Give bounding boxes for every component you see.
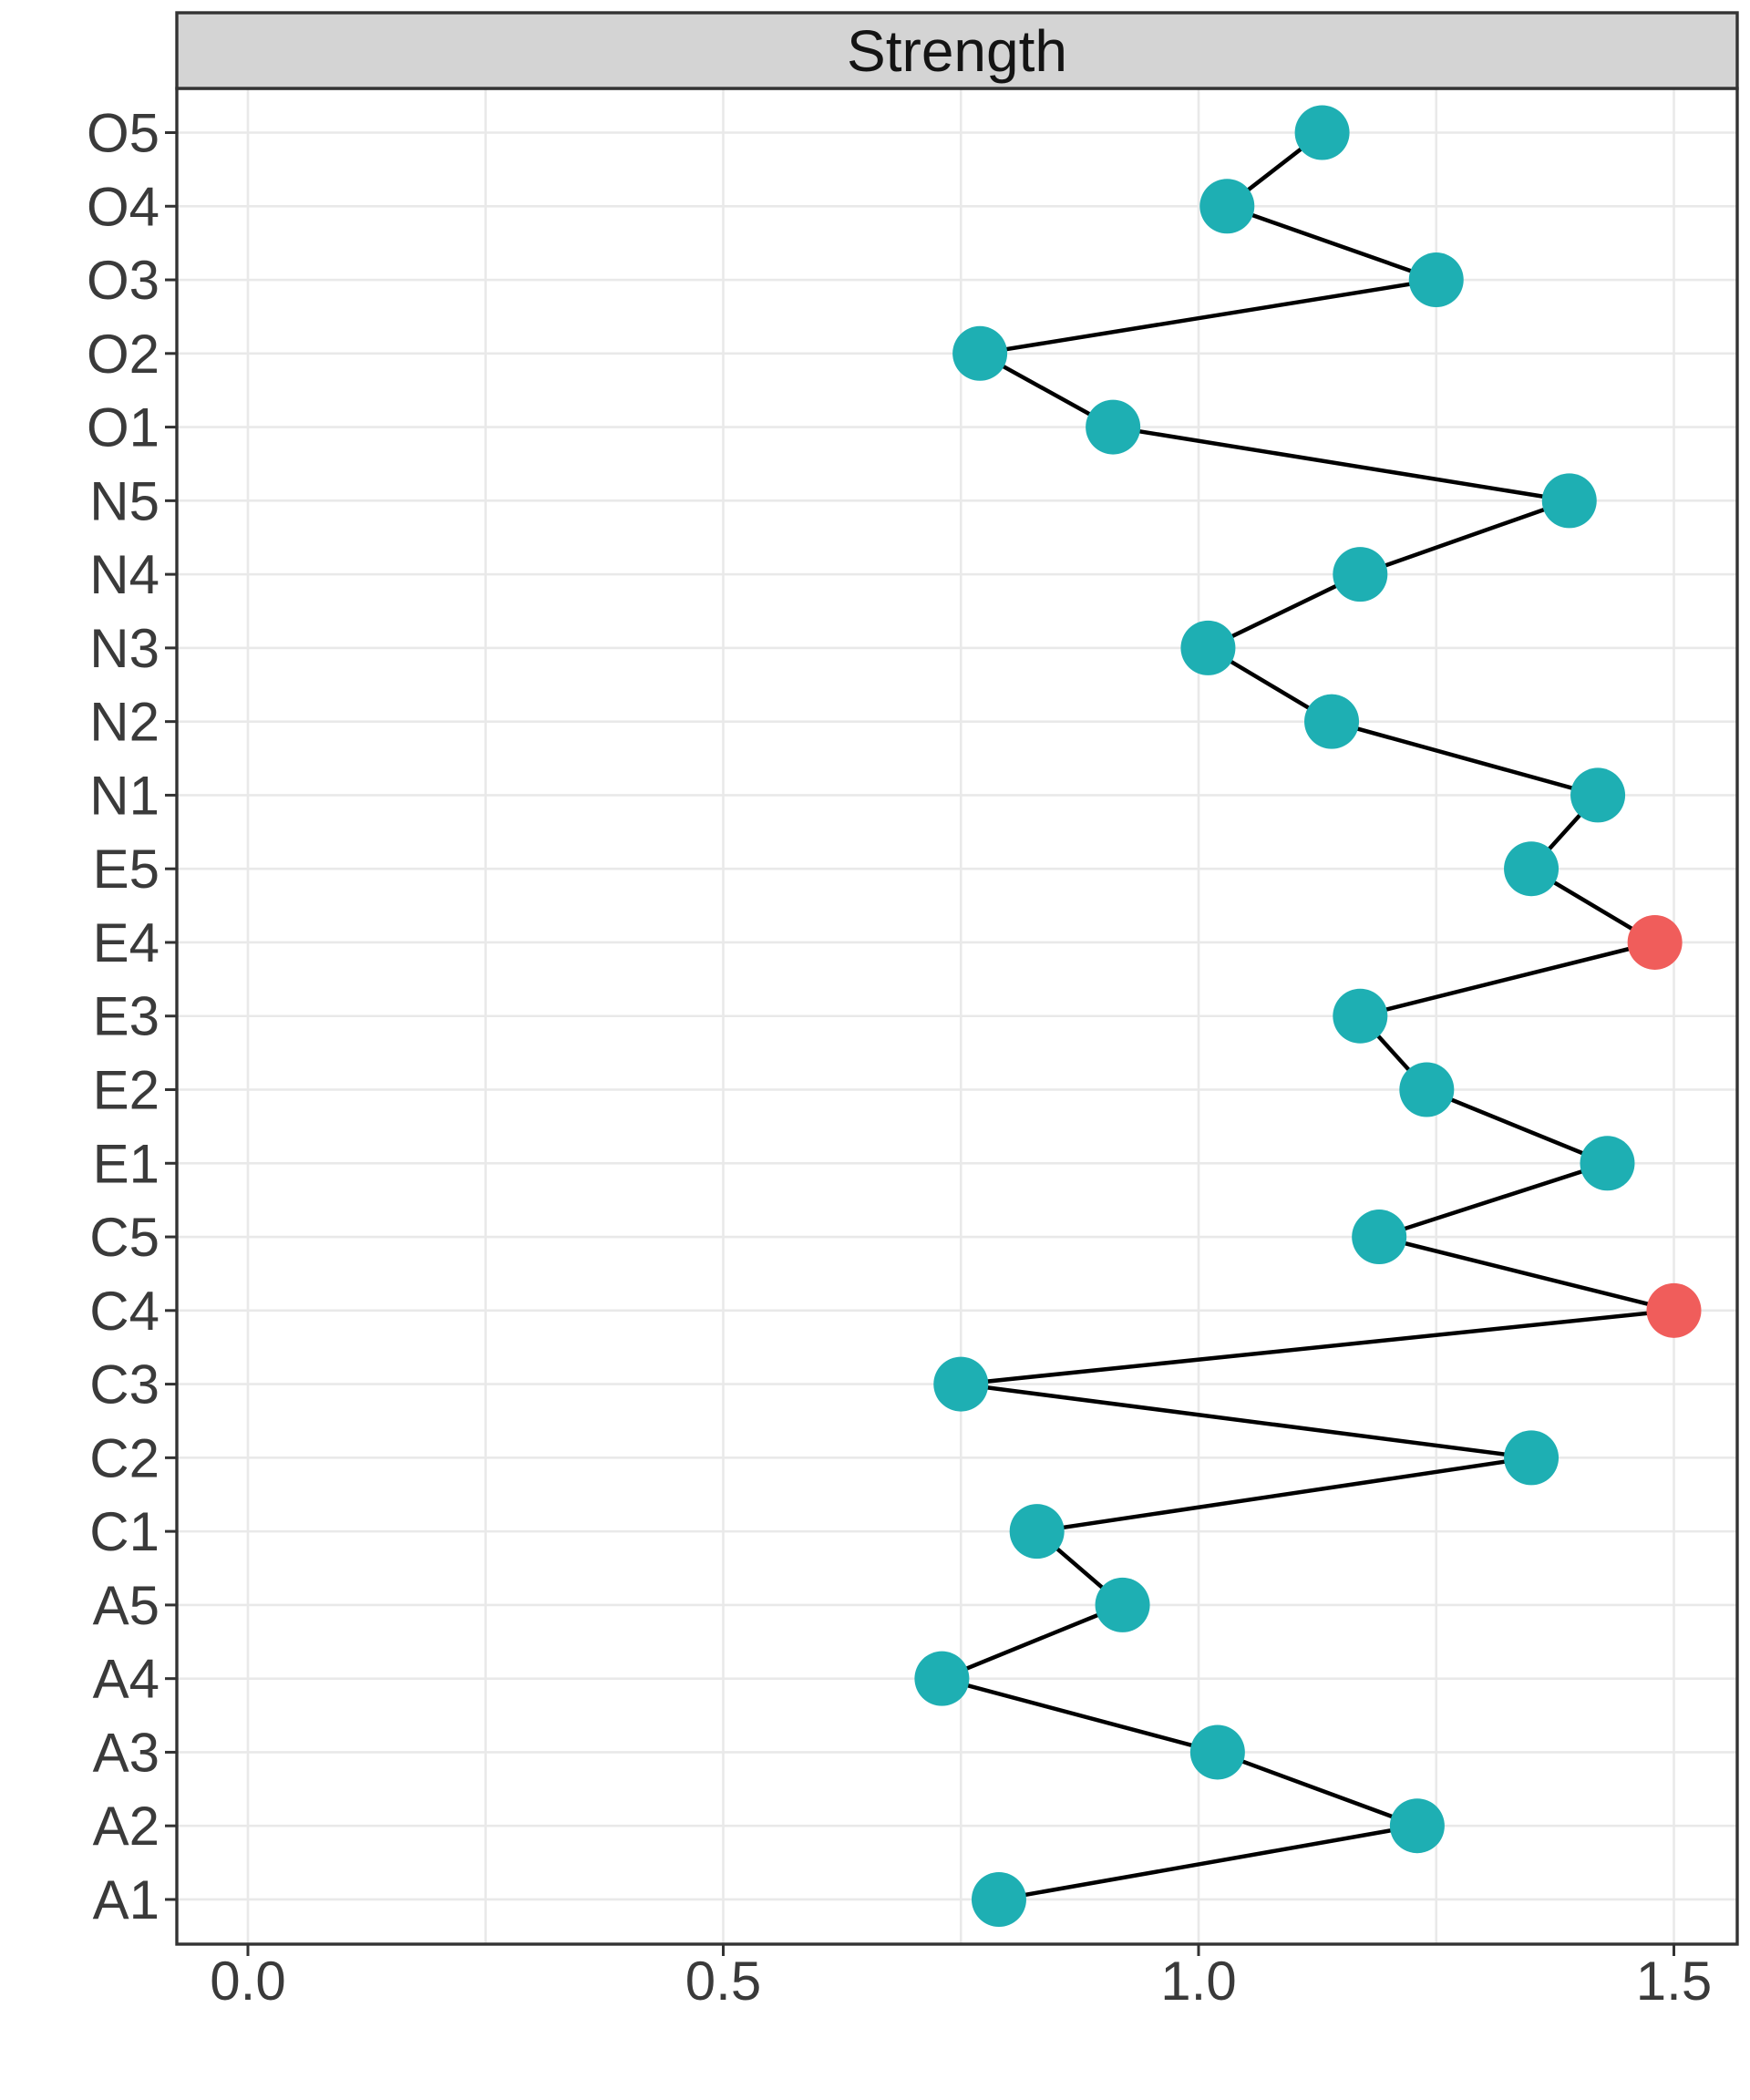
y-axis-label-E5: E5 xyxy=(93,839,160,900)
data-point-O1 xyxy=(1086,399,1141,455)
y-axis-label-N5: N5 xyxy=(89,470,160,531)
data-point-O5 xyxy=(1294,105,1350,160)
y-axis-label-N1: N1 xyxy=(89,765,160,826)
data-point-N3 xyxy=(1180,620,1236,675)
y-axis-label-O3: O3 xyxy=(87,250,160,311)
y-axis-label-N3: N3 xyxy=(89,618,160,679)
y-axis-label-C2: C2 xyxy=(89,1427,160,1488)
x-axis-label-0.5: 0.5 xyxy=(685,1951,761,2012)
y-axis-label-C5: C5 xyxy=(89,1207,160,1268)
data-point-E3 xyxy=(1333,988,1388,1044)
data-point-E5 xyxy=(1504,841,1560,897)
data-point-O4 xyxy=(1199,179,1255,234)
data-point-A1 xyxy=(971,1871,1026,1927)
data-point-N5 xyxy=(1541,473,1597,529)
y-axis-label-C4: C4 xyxy=(89,1281,160,1342)
data-point-C1 xyxy=(1009,1504,1065,1560)
data-point-E1 xyxy=(1580,1136,1635,1191)
y-axis-label-A3: A3 xyxy=(93,1722,160,1783)
x-axis-label-0.0: 0.0 xyxy=(210,1951,285,2012)
y-axis-label-N2: N2 xyxy=(89,692,160,753)
y-axis-label-O4: O4 xyxy=(87,176,160,237)
data-point-C4-highlighted xyxy=(1646,1282,1702,1338)
y-axis-label-O5: O5 xyxy=(87,103,160,164)
facet-title: Strength xyxy=(847,18,1067,84)
data-point-A4 xyxy=(914,1651,970,1706)
y-axis-label-E2: E2 xyxy=(93,1060,160,1121)
data-point-N1 xyxy=(1570,767,1626,823)
y-axis-label-E1: E1 xyxy=(93,1133,160,1194)
data-point-C2 xyxy=(1504,1430,1560,1486)
data-point-C5 xyxy=(1352,1210,1407,1265)
facet-strip-layer: Strength xyxy=(175,11,1739,90)
y-axis-label-C3: C3 xyxy=(89,1354,160,1415)
data-point-A2 xyxy=(1389,1798,1445,1854)
y-axis-label-A2: A2 xyxy=(93,1796,160,1857)
x-axis-label-1.0: 1.0 xyxy=(1160,1951,1236,2012)
data-point-C3 xyxy=(933,1356,989,1412)
y-axis-label-E3: E3 xyxy=(93,986,160,1047)
series-layer xyxy=(914,105,1702,1927)
axes-layer: O5 O4 O3 O2 O1 N5 N4 N3 N2 N1 E5 E4 E3 E2 E1 C5 C4 C3 C2 C1… xyxy=(87,103,1712,2012)
data-point-A5 xyxy=(1095,1577,1150,1632)
y-axis-label-O2: O2 xyxy=(87,324,160,385)
y-axis-label-A5: A5 xyxy=(93,1575,160,1636)
data-point-N2 xyxy=(1304,694,1360,749)
data-point-O3 xyxy=(1408,252,1464,308)
x-axis-label-1.5: 1.5 xyxy=(1636,1951,1712,2012)
y-axis-label-E4: E4 xyxy=(93,912,160,973)
data-point-O2 xyxy=(952,325,1008,381)
y-axis-label-O1: O1 xyxy=(87,397,160,458)
data-point-E2 xyxy=(1399,1062,1455,1117)
y-axis-label-A4: A4 xyxy=(93,1649,160,1710)
y-axis-label-N4: N4 xyxy=(89,544,160,605)
data-point-N4 xyxy=(1333,547,1388,602)
y-axis-label-A1: A1 xyxy=(93,1869,160,1930)
data-point-E4-highlighted xyxy=(1627,914,1683,970)
facet-strip xyxy=(175,11,1739,90)
data-point-A3 xyxy=(1189,1724,1245,1780)
y-axis-label-C1: C1 xyxy=(89,1501,160,1562)
